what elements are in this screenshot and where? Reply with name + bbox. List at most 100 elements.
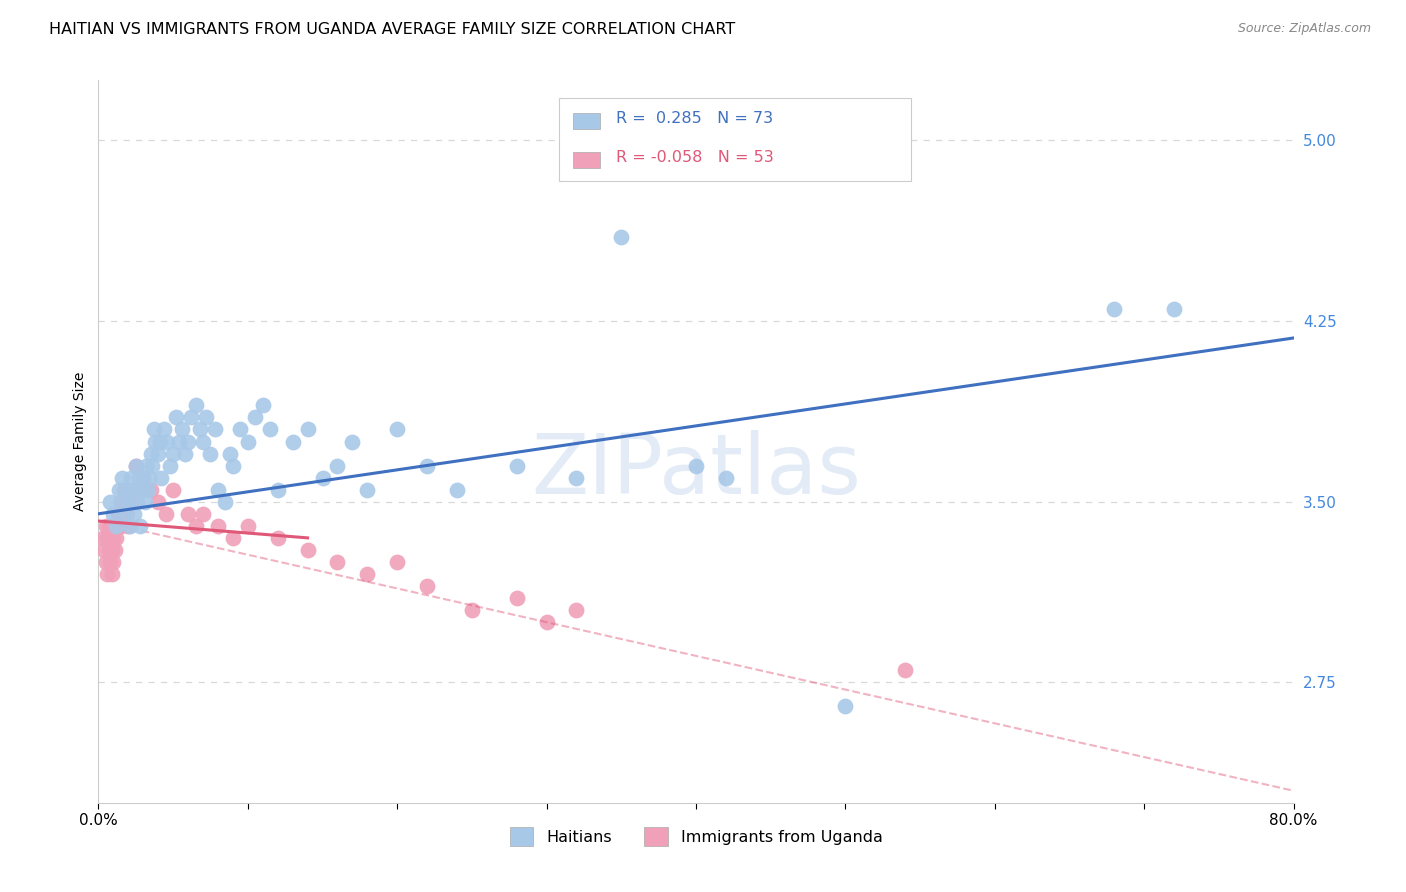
Point xyxy=(134,494,156,508)
Point xyxy=(356,483,378,497)
Point xyxy=(125,458,148,473)
Point xyxy=(177,434,200,449)
Point xyxy=(111,507,134,521)
Point xyxy=(174,446,197,460)
Point xyxy=(101,542,124,557)
Point xyxy=(108,483,131,497)
Point xyxy=(108,519,131,533)
Point xyxy=(326,458,349,473)
Point xyxy=(461,603,484,617)
Point xyxy=(180,410,202,425)
Point xyxy=(141,458,163,473)
Point xyxy=(97,542,120,557)
Point xyxy=(121,483,143,497)
Point xyxy=(104,519,127,533)
Point xyxy=(143,434,166,449)
Point xyxy=(167,434,190,449)
Point xyxy=(103,531,125,545)
Point xyxy=(120,471,142,485)
Point xyxy=(267,531,290,545)
Point xyxy=(115,507,138,521)
Point xyxy=(142,423,165,437)
Point xyxy=(94,519,117,533)
Point xyxy=(222,531,245,545)
Point xyxy=(93,542,115,557)
Point xyxy=(565,471,588,485)
Legend: Haitians, Immigrants from Uganda: Haitians, Immigrants from Uganda xyxy=(503,821,889,853)
Point xyxy=(184,398,207,412)
Point xyxy=(188,423,211,437)
Point xyxy=(105,531,128,545)
Point xyxy=(207,483,229,497)
Point xyxy=(446,483,468,497)
Point xyxy=(155,507,177,521)
Point xyxy=(148,446,170,460)
Point xyxy=(297,423,319,437)
FancyBboxPatch shape xyxy=(558,98,911,181)
Point xyxy=(191,434,214,449)
Point xyxy=(177,507,200,521)
Point xyxy=(236,434,259,449)
Bar xyxy=(572,113,600,129)
Point xyxy=(326,555,349,569)
Point xyxy=(129,483,152,497)
Point xyxy=(132,471,155,485)
Point xyxy=(136,483,159,497)
Point xyxy=(297,542,319,557)
Y-axis label: Average Family Size: Average Family Size xyxy=(73,372,87,511)
Point xyxy=(204,423,226,437)
Point xyxy=(156,434,179,449)
Point xyxy=(191,507,214,521)
Point xyxy=(124,507,146,521)
Point xyxy=(110,494,132,508)
Point xyxy=(195,410,218,425)
Point xyxy=(685,458,707,473)
Point xyxy=(117,494,139,508)
Point xyxy=(281,434,304,449)
Point xyxy=(165,410,187,425)
Point xyxy=(103,507,125,521)
Point xyxy=(118,519,141,533)
Point xyxy=(148,494,170,508)
Point xyxy=(117,519,139,533)
Text: R = -0.058   N = 53: R = -0.058 N = 53 xyxy=(616,150,773,165)
Point xyxy=(267,483,290,497)
Point xyxy=(101,567,124,582)
Point xyxy=(342,434,364,449)
Point xyxy=(894,664,917,678)
Point xyxy=(714,471,737,485)
Point xyxy=(131,483,153,497)
Point xyxy=(105,519,128,533)
Point xyxy=(385,555,409,569)
Point xyxy=(150,471,173,485)
Point xyxy=(162,446,184,460)
Point xyxy=(132,471,155,485)
Point xyxy=(139,446,162,460)
Point xyxy=(110,494,132,508)
Point xyxy=(149,434,172,449)
Point xyxy=(96,567,118,582)
Point xyxy=(97,519,120,533)
Point xyxy=(222,458,245,473)
Point xyxy=(207,519,229,533)
Text: Source: ZipAtlas.com: Source: ZipAtlas.com xyxy=(1237,22,1371,36)
Point xyxy=(111,471,134,485)
Point xyxy=(96,531,118,545)
Point xyxy=(125,458,148,473)
Point xyxy=(219,446,242,460)
Point xyxy=(236,519,259,533)
Point xyxy=(159,458,181,473)
Point xyxy=(104,542,127,557)
Point xyxy=(1104,301,1126,317)
Point xyxy=(200,446,222,460)
Point xyxy=(565,603,588,617)
Point xyxy=(129,519,152,533)
Point xyxy=(184,519,207,533)
Point xyxy=(98,494,122,508)
Point xyxy=(120,494,142,508)
Point xyxy=(153,423,176,437)
Point xyxy=(128,471,150,485)
Point xyxy=(416,579,439,593)
Point xyxy=(110,519,132,533)
Text: R =  0.285   N = 73: R = 0.285 N = 73 xyxy=(616,112,773,126)
